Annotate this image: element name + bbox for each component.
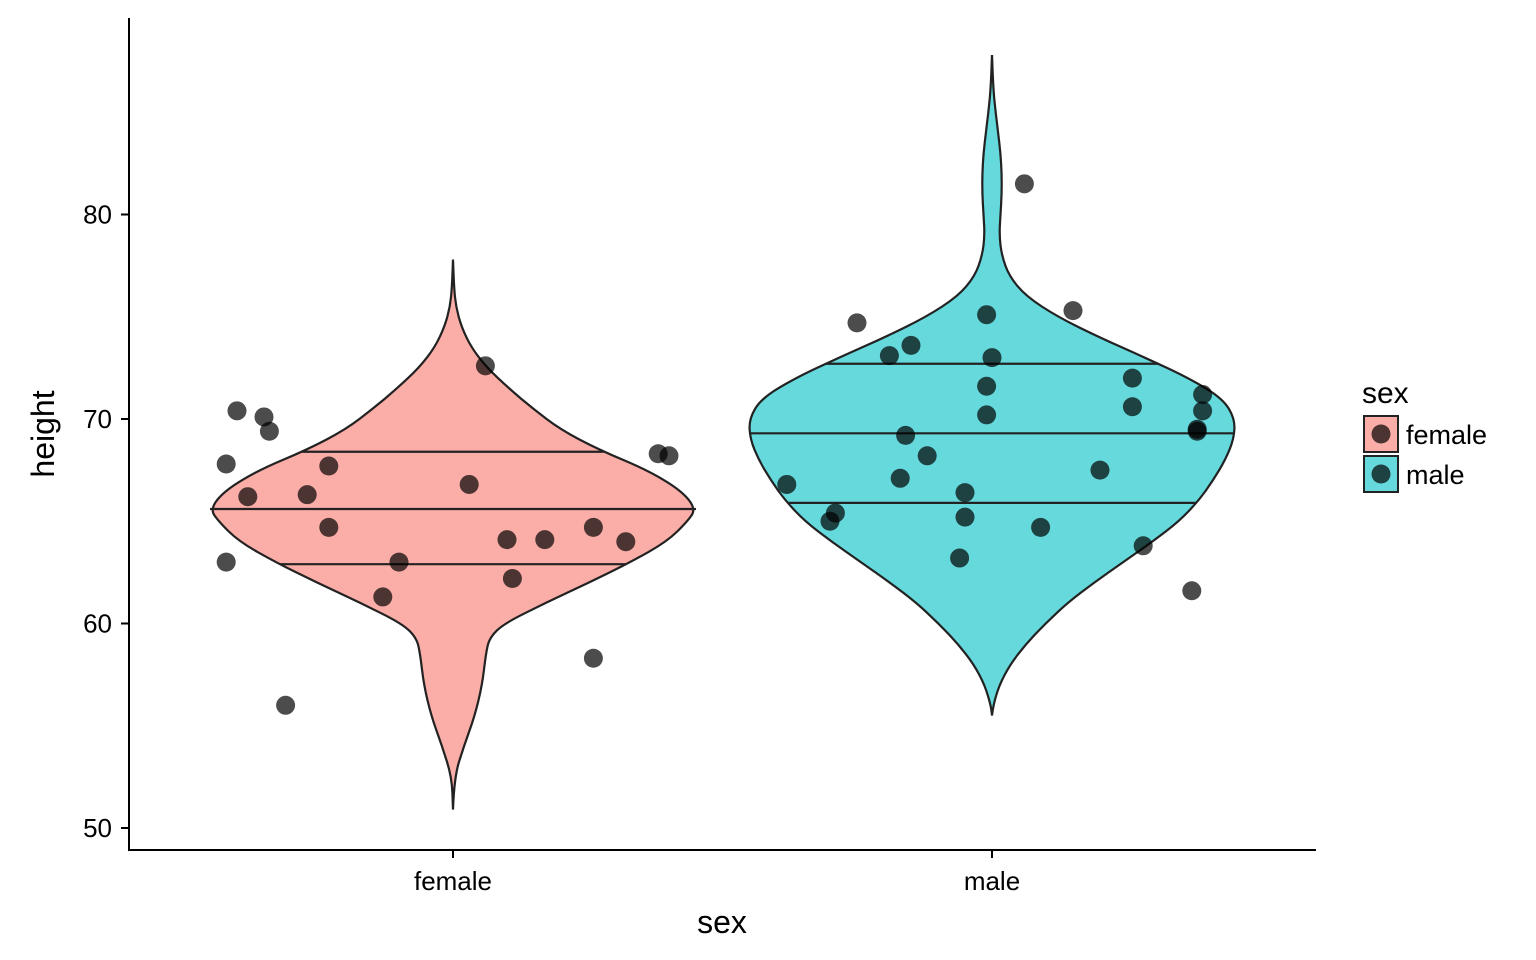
point-female-20 xyxy=(659,446,679,466)
y-tick-label-70: 70 xyxy=(83,404,112,434)
point-male-19 xyxy=(777,474,797,494)
point-female-4 xyxy=(238,487,258,507)
y-ticks: 50 60 70 80 xyxy=(83,200,129,843)
point-female-13 xyxy=(459,474,479,494)
point-male-23 xyxy=(955,507,975,527)
point-female-3 xyxy=(216,454,236,474)
point-female-21 xyxy=(583,648,603,668)
point-male-21 xyxy=(820,511,840,531)
point-male-22 xyxy=(955,483,975,503)
y-tick-label-60: 60 xyxy=(83,609,112,639)
point-female-14 xyxy=(497,530,517,550)
point-male-5 xyxy=(879,346,899,366)
point-female-12 xyxy=(475,356,495,376)
point-male-6 xyxy=(982,348,1002,368)
point-female-16 xyxy=(502,569,522,589)
point-male-16 xyxy=(917,446,937,466)
point-female-8 xyxy=(216,552,236,572)
x-tick-label-female: female xyxy=(414,866,492,896)
y-axis-title: height xyxy=(25,390,61,477)
legend-title: sex xyxy=(1362,377,1409,410)
x-ticks: female male xyxy=(414,850,1020,896)
point-male-8 xyxy=(1122,368,1142,388)
point-male-1 xyxy=(847,313,867,333)
axes-layer xyxy=(128,18,1316,851)
point-female-6 xyxy=(319,456,339,476)
point-male-18 xyxy=(1090,460,1110,480)
point-female-17 xyxy=(583,517,603,537)
point-female-5 xyxy=(297,485,317,505)
point-male-0 xyxy=(1014,174,1034,194)
point-male-24 xyxy=(1031,517,1051,537)
point-female-11 xyxy=(276,695,296,715)
point-male-11 xyxy=(1193,384,1213,404)
violin-female xyxy=(211,259,695,810)
y-tick-label-50: 50 xyxy=(83,813,112,843)
point-male-2 xyxy=(1063,301,1083,321)
point-female-15 xyxy=(535,530,555,550)
violins-layer xyxy=(210,54,1236,810)
point-male-7 xyxy=(977,376,997,396)
point-female-10 xyxy=(373,587,393,607)
x-tick-label-male: male xyxy=(964,866,1020,896)
point-male-10 xyxy=(977,405,997,425)
point-female-1 xyxy=(254,407,274,427)
legend-label-female: female xyxy=(1406,420,1487,450)
point-male-3 xyxy=(977,305,997,325)
point-male-14 xyxy=(1187,419,1207,439)
x-axis-title: sex xyxy=(697,904,747,940)
point-male-25 xyxy=(950,548,970,568)
point-male-17 xyxy=(890,468,910,488)
point-male-9 xyxy=(1122,397,1142,417)
point-male-12 xyxy=(1193,401,1213,421)
legend-point-female xyxy=(1371,424,1391,444)
point-female-18 xyxy=(616,532,636,552)
points-layer xyxy=(216,174,1213,715)
legend: sex female male xyxy=(1362,377,1487,493)
point-male-4 xyxy=(901,335,921,355)
point-male-26 xyxy=(1133,536,1153,556)
point-male-15 xyxy=(896,425,916,445)
y-tick-label-80: 80 xyxy=(83,200,112,230)
point-female-0 xyxy=(227,401,247,421)
point-female-2 xyxy=(259,421,279,441)
legend-label-male: male xyxy=(1406,460,1465,490)
point-female-9 xyxy=(389,552,409,572)
point-female-7 xyxy=(319,517,339,537)
legend-point-male xyxy=(1371,464,1391,484)
point-male-27 xyxy=(1182,581,1202,601)
